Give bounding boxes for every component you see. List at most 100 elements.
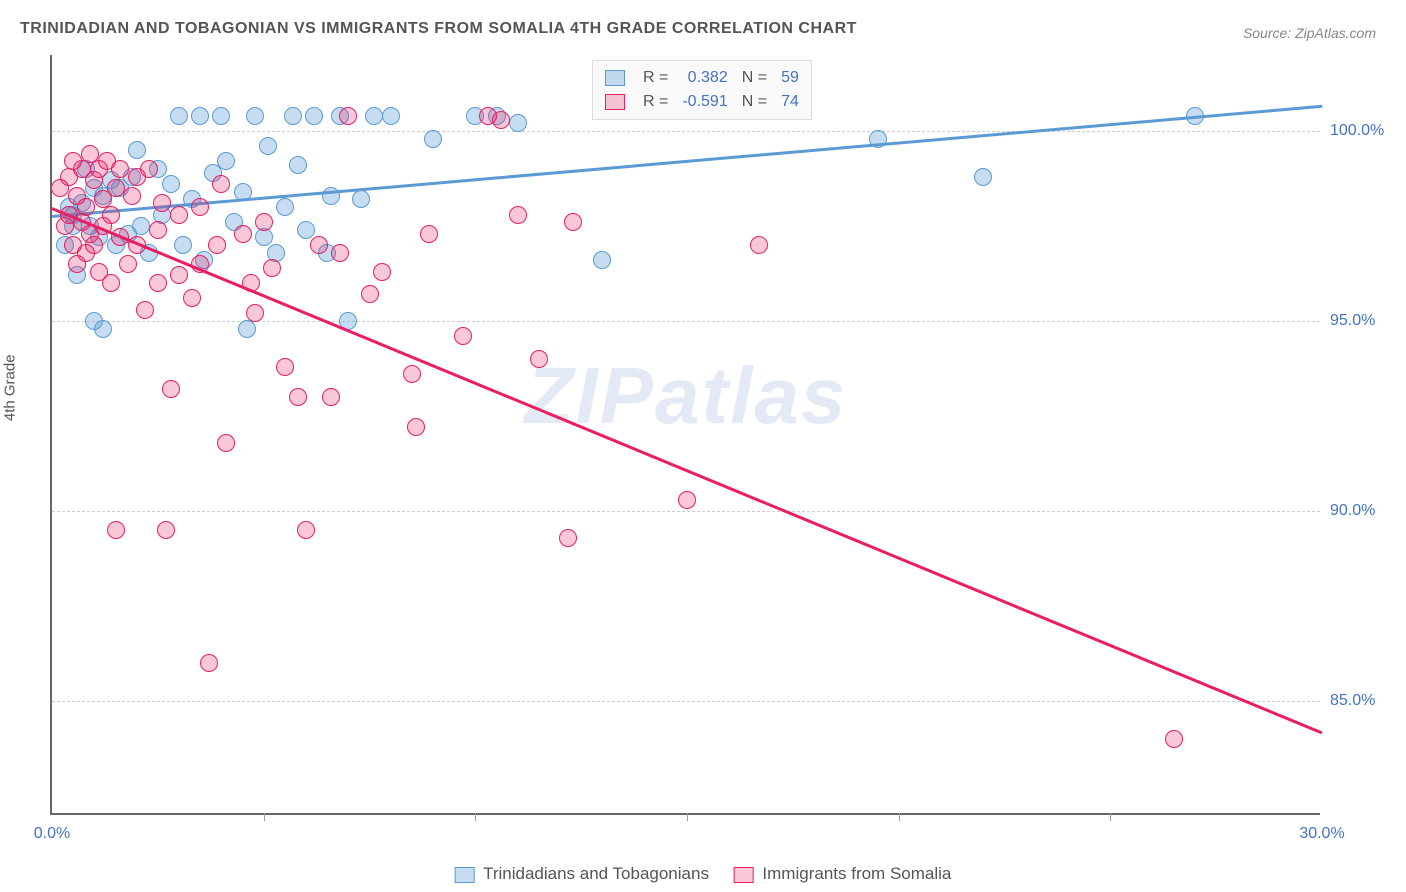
data-point <box>200 654 218 672</box>
data-point <box>170 266 188 284</box>
legend-n-label: N = <box>736 67 773 89</box>
legend-r-value: 0.382 <box>676 67 733 89</box>
y-tick-label: 95.0% <box>1330 312 1400 330</box>
data-point <box>102 206 120 224</box>
data-point <box>255 213 273 231</box>
data-point <box>162 380 180 398</box>
data-point <box>331 244 349 262</box>
data-point <box>420 225 438 243</box>
data-point <box>170 206 188 224</box>
trend-line <box>52 207 1323 734</box>
legend-r-value: -0.591 <box>676 91 733 113</box>
y-tick-label: 100.0% <box>1330 122 1400 140</box>
gridline <box>52 511 1320 512</box>
legend-swatch-1 <box>455 867 475 883</box>
data-point <box>234 225 252 243</box>
legend-swatch <box>605 94 625 110</box>
correlation-legend: R =0.382N =59R =-0.591N =74 <box>592 60 812 120</box>
data-point <box>94 320 112 338</box>
data-point <box>183 289 201 307</box>
legend-item-2: Immigrants from Somalia <box>734 864 952 884</box>
data-point <box>153 194 171 212</box>
data-point <box>403 365 421 383</box>
data-point <box>246 304 264 322</box>
data-point <box>170 107 188 125</box>
data-point <box>276 198 294 216</box>
data-point <box>157 521 175 539</box>
source-attribution: Source: ZipAtlas.com <box>1243 25 1376 41</box>
data-point <box>140 160 158 178</box>
data-point <box>212 175 230 193</box>
legend-n-value: 74 <box>775 91 805 113</box>
legend-n-value: 59 <box>775 67 805 89</box>
chart-title: TRINIDADIAN AND TOBAGONIAN VS IMMIGRANTS… <box>20 20 857 38</box>
data-point <box>339 107 357 125</box>
data-point <box>289 388 307 406</box>
data-point <box>191 198 209 216</box>
data-point <box>263 259 281 277</box>
trend-line <box>52 104 1322 217</box>
data-point <box>107 179 125 197</box>
data-point <box>454 327 472 345</box>
data-point <box>530 350 548 368</box>
data-point <box>407 418 425 436</box>
data-point <box>373 263 391 281</box>
data-point <box>750 236 768 254</box>
legend-row: R =-0.591N =74 <box>599 91 805 113</box>
data-point <box>107 521 125 539</box>
x-tick-label: 0.0% <box>34 825 70 843</box>
data-point <box>564 213 582 231</box>
y-axis-label: 4th Grade <box>2 354 19 421</box>
data-point <box>111 160 129 178</box>
data-point <box>149 221 167 239</box>
data-point <box>128 141 146 159</box>
data-point <box>509 114 527 132</box>
data-point <box>678 491 696 509</box>
data-point <box>276 358 294 376</box>
data-point <box>149 274 167 292</box>
data-point <box>174 236 192 254</box>
gridline <box>52 701 1320 702</box>
legend-item-1: Trinidadians and Tobagonians <box>455 864 709 884</box>
data-point <box>136 301 154 319</box>
series-legend: Trinidadians and Tobagonians Immigrants … <box>445 864 962 884</box>
data-point <box>509 206 527 224</box>
data-point <box>212 107 230 125</box>
y-tick-label: 90.0% <box>1330 502 1400 520</box>
watermark: ZIPatlas <box>525 350 848 442</box>
x-tick-label: 30.0% <box>1299 825 1344 843</box>
data-point <box>289 156 307 174</box>
legend-row: R =0.382N =59 <box>599 67 805 89</box>
data-point <box>132 217 150 235</box>
data-point <box>259 137 277 155</box>
legend-swatch <box>605 70 625 86</box>
data-point <box>85 236 103 254</box>
legend-label-1: Trinidadians and Tobagonians <box>483 864 709 883</box>
data-point <box>559 529 577 547</box>
data-point <box>365 107 383 125</box>
data-point <box>77 198 95 216</box>
data-point <box>361 285 379 303</box>
data-point <box>492 111 510 129</box>
legend-r-label: R = <box>637 67 674 89</box>
data-point <box>123 187 141 205</box>
data-point <box>217 434 235 452</box>
plot-area: ZIPatlas R =0.382N =59R =-0.591N =74 85.… <box>50 55 1320 815</box>
legend-label-2: Immigrants from Somalia <box>762 864 951 883</box>
x-tick-minor <box>475 813 476 821</box>
legend-table: R =0.382N =59R =-0.591N =74 <box>597 65 807 115</box>
legend-n-label: N = <box>736 91 773 113</box>
data-point <box>119 255 137 273</box>
data-point <box>297 521 315 539</box>
x-tick-minor <box>1110 813 1111 821</box>
data-point <box>382 107 400 125</box>
x-tick-minor <box>264 813 265 821</box>
data-point <box>424 130 442 148</box>
data-point <box>191 107 209 125</box>
data-point <box>593 251 611 269</box>
data-point <box>284 107 302 125</box>
chart-container: TRINIDADIAN AND TOBAGONIAN VS IMMIGRANTS… <box>0 0 1406 892</box>
legend-swatch-2 <box>734 867 754 883</box>
data-point <box>297 221 315 239</box>
legend-r-label: R = <box>637 91 674 113</box>
